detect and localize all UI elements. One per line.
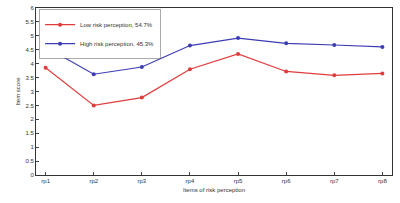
svg-text:2.5: 2.5 [26,103,35,109]
svg-text:5.5: 5.5 [26,19,35,25]
svg-text:rp3: rp3 [138,178,147,184]
svg-text:rp7: rp7 [330,178,339,184]
svg-text:High risk perception, 45.3%: High risk perception, 45.3% [80,41,154,47]
svg-text:1.5: 1.5 [26,130,35,136]
svg-text:1: 1 [31,144,35,150]
svg-text:5: 5 [31,33,35,39]
svg-text:rp5: rp5 [234,178,243,184]
svg-text:rp8: rp8 [378,178,387,184]
svg-text:Items of risk perception: Items of risk perception [183,187,245,193]
svg-text:3.5: 3.5 [26,75,35,81]
svg-text:4: 4 [31,61,35,67]
svg-text:2: 2 [31,116,35,122]
svg-text:rp2: rp2 [89,178,98,184]
svg-text:Item score: Item score [15,77,21,106]
svg-text:0.5: 0.5 [26,158,35,164]
svg-text:rp6: rp6 [282,178,291,184]
svg-text:0: 0 [31,172,35,178]
svg-text:rp4: rp4 [186,178,195,184]
svg-text:3: 3 [31,89,35,95]
svg-text:rp1: rp1 [41,178,50,184]
svg-text:Low risk perception, 54.7%: Low risk perception, 54.7% [80,22,153,28]
svg-text:6: 6 [31,5,35,11]
svg-text:4.5: 4.5 [26,47,35,53]
